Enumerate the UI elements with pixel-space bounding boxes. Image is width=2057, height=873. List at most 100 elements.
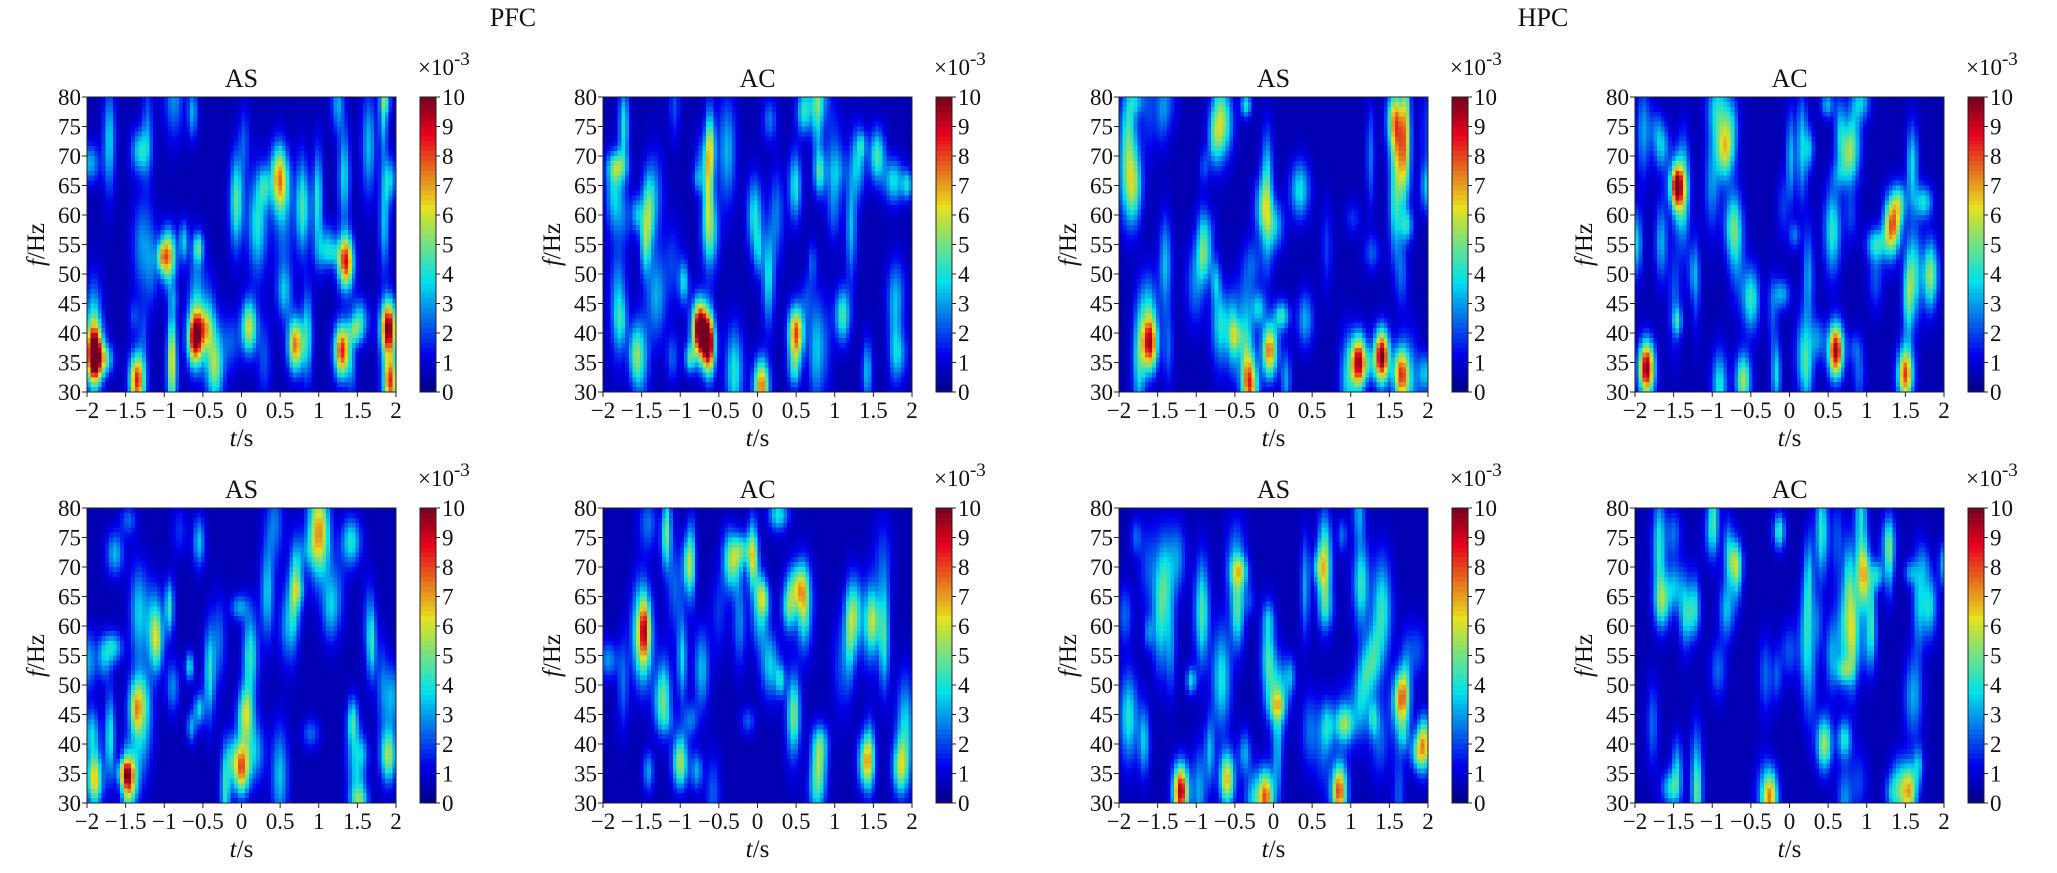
heatmap-cell: [278, 279, 282, 285]
heatmap-cell: [190, 294, 194, 300]
heatmap-cell: [264, 195, 268, 201]
heatmap-cell: [227, 269, 231, 275]
heatmap-cell: [378, 112, 382, 118]
heatmap-cell: [245, 151, 249, 157]
heatmap-cell: [201, 225, 205, 231]
heatmap-cell: [271, 200, 275, 206]
heatmap-cell: [286, 230, 290, 236]
heatmap-cell: [345, 151, 349, 157]
heatmap-cell: [135, 343, 139, 349]
heatmap-cell: [102, 343, 106, 349]
heatmap-cell: [389, 122, 393, 128]
heatmap-cell: [142, 372, 146, 378]
heatmap-cell: [131, 117, 135, 123]
heatmap-cell: [172, 264, 176, 270]
heatmap-cell: [216, 328, 220, 334]
heatmap-cell: [183, 358, 187, 364]
heatmap-cell: [205, 171, 209, 177]
heatmap-cell: [135, 377, 139, 383]
heatmap-cell: [275, 156, 279, 162]
heatmap-cell: [142, 156, 146, 162]
heatmap-cell: [308, 225, 312, 231]
heatmap-cell: [157, 151, 161, 157]
heatmap-cell: [98, 259, 102, 265]
heatmap-cell: [341, 269, 345, 275]
heatmap-cell: [363, 205, 367, 211]
heatmap-cell: [245, 156, 249, 162]
heatmap-cell: [109, 195, 113, 201]
heatmap-cell: [245, 166, 249, 172]
heatmap-cell: [333, 343, 337, 349]
heatmap-cell: [271, 220, 275, 226]
heatmap-cell: [374, 186, 378, 192]
heatmap-cell: [374, 328, 378, 334]
heatmap-cell: [381, 304, 385, 310]
heatmap-cell: [109, 240, 113, 246]
heatmap-cell: [190, 112, 194, 118]
heatmap-cell: [94, 249, 98, 255]
heatmap-cell: [127, 240, 131, 246]
heatmap-cell: [330, 249, 334, 255]
heatmap-cell: [164, 225, 168, 231]
heatmap-cell: [293, 308, 297, 314]
heatmap-cell: [370, 166, 374, 172]
heatmap-cell: [275, 372, 279, 378]
heatmap-cell: [168, 259, 172, 265]
heatmap-cell: [326, 343, 330, 349]
heatmap-cell: [234, 254, 238, 260]
heatmap-cell: [245, 181, 249, 187]
heatmap-cell: [223, 166, 227, 172]
heatmap-cell: [348, 348, 352, 354]
heatmap-cell: [385, 151, 389, 157]
heatmap-cell: [186, 107, 190, 113]
heatmap-cell: [186, 343, 190, 349]
heatmap-cell: [297, 107, 301, 113]
heatmap-cell: [150, 210, 154, 216]
heatmap-cell: [120, 190, 124, 196]
heatmap-cell: [190, 289, 194, 295]
heatmap-cell: [345, 284, 349, 290]
heatmap-cell: [245, 240, 249, 246]
heatmap-cell: [131, 289, 135, 295]
heatmap-cell: [172, 190, 176, 196]
heatmap-cell: [120, 249, 124, 255]
heatmap-cell: [253, 264, 257, 270]
heatmap-cell: [161, 353, 165, 359]
heatmap-cell: [352, 112, 356, 118]
heatmap-cell: [282, 102, 286, 108]
heatmap-cell: [356, 245, 360, 251]
heatmap-cell: [113, 264, 117, 270]
heatmap-cell: [179, 151, 183, 157]
heatmap-cell: [98, 220, 102, 226]
heatmap-cell: [216, 230, 220, 236]
heatmap-cell: [190, 249, 194, 255]
heatmap-cell: [87, 151, 91, 157]
heatmap-cell: [201, 318, 205, 324]
heatmap-cell: [183, 333, 187, 339]
heatmap-cell: [367, 176, 371, 182]
heatmap-cell: [98, 200, 102, 206]
heatmap-cell: [245, 245, 249, 251]
heatmap-cell: [98, 205, 102, 211]
heatmap-cell: [249, 358, 253, 364]
heatmap-cell: [267, 254, 271, 260]
heatmap-cell: [278, 377, 282, 383]
heatmap-cell: [234, 102, 238, 108]
heatmap-cell: [293, 274, 297, 280]
heatmap-cell: [238, 156, 242, 162]
heatmap-cell: [242, 328, 246, 334]
heatmap-cell: [333, 200, 337, 206]
heatmap-cell: [378, 353, 382, 359]
heatmap-cell: [322, 131, 326, 137]
heatmap-cell: [256, 131, 260, 137]
heatmap-cell: [275, 264, 279, 270]
heatmap-cell: [183, 254, 187, 260]
heatmap-cell: [289, 141, 293, 147]
heatmap-cell: [341, 249, 345, 255]
heatmap-cell: [153, 107, 157, 113]
heatmap-cell: [297, 328, 301, 334]
heatmap-cell: [102, 205, 106, 211]
heatmap-cell: [315, 372, 319, 378]
heatmap-cell: [352, 190, 356, 196]
heatmap-cell: [98, 289, 102, 295]
